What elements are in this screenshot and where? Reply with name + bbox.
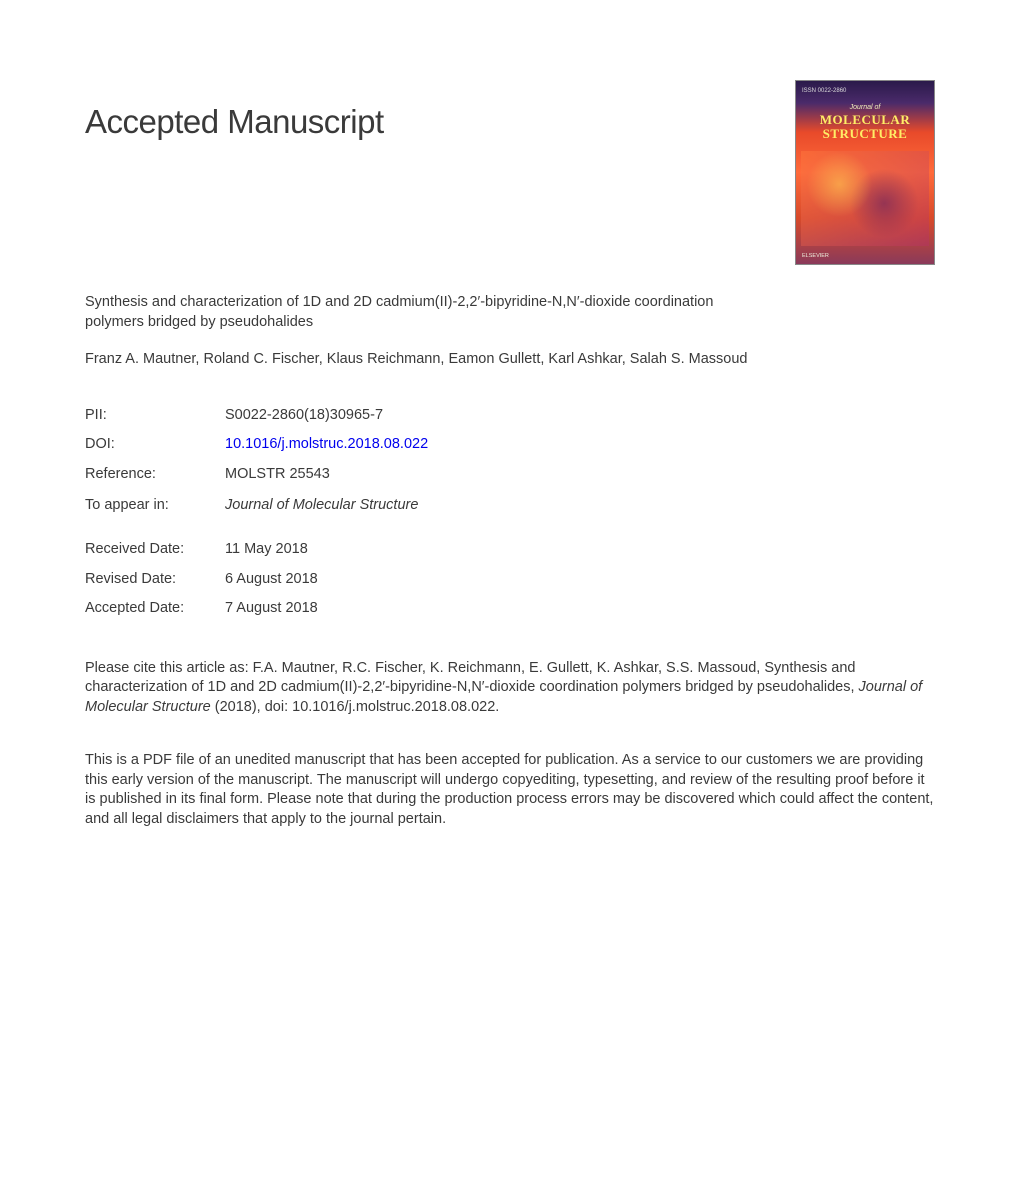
cover-artwork — [801, 151, 929, 246]
revised-row: Revised Date: 6 August 2018 — [85, 570, 935, 590]
article-title: Synthesis and characterization of 1D and… — [85, 293, 765, 332]
revised-value: 6 August 2018 — [225, 570, 318, 590]
journal-cover-thumbnail: ISSN 0022-2860 Journal of MOLECULAR STRU… — [795, 80, 935, 265]
doi-label: DOI: — [85, 435, 225, 455]
cover-publisher: ELSEVIER — [802, 253, 829, 260]
pii-row: PII: S0022-2860(18)30965-7 — [85, 406, 935, 426]
accepted-value: 7 August 2018 — [225, 599, 318, 619]
page-title: Accepted Manuscript — [85, 100, 384, 145]
reference-row: Reference: MOLSTR 25543 — [85, 465, 935, 485]
received-value: 11 May 2018 — [225, 540, 308, 560]
citation-suffix: (2018), doi: 10.1016/j.molstruc.2018.08.… — [211, 699, 500, 715]
author-list: Franz A. Mautner, Roland C. Fischer, Kla… — [85, 350, 785, 370]
metadata-block: PII: S0022-2860(18)30965-7 DOI: 10.1016/… — [85, 406, 935, 619]
received-label: Received Date: — [85, 540, 225, 560]
doi-row: DOI: 10.1016/j.molstruc.2018.08.022 — [85, 435, 935, 455]
accepted-label: Accepted Date: — [85, 599, 225, 619]
citation-prefix: Please cite this article as: F.A. Mautne… — [85, 660, 859, 696]
to-appear-value: Journal of Molecular Structure — [225, 496, 418, 516]
dates-block: Received Date: 11 May 2018 Revised Date:… — [85, 540, 935, 619]
header-row: Accepted Manuscript ISSN 0022-2860 Journ… — [85, 100, 935, 265]
pii-label: PII: — [85, 406, 225, 426]
cover-journal-title: MOLECULAR STRUCTURE — [796, 113, 934, 140]
to-appear-row: To appear in: Journal of Molecular Struc… — [85, 496, 935, 516]
doi-link[interactable]: 10.1016/j.molstruc.2018.08.022 — [225, 435, 428, 455]
reference-value: MOLSTR 25543 — [225, 465, 330, 485]
cover-issn: ISSN 0022-2860 — [802, 87, 846, 95]
pii-value: S0022-2860(18)30965-7 — [225, 406, 383, 426]
disclaimer-text: This is a PDF file of an unedited manusc… — [85, 751, 935, 829]
reference-label: Reference: — [85, 465, 225, 485]
cover-bottom-bar: ELSEVIER — [802, 253, 928, 260]
cover-top-bar: ISSN 0022-2860 — [802, 87, 928, 95]
revised-label: Revised Date: — [85, 570, 225, 590]
accepted-row: Accepted Date: 7 August 2018 — [85, 599, 935, 619]
to-appear-label: To appear in: — [85, 496, 225, 516]
citation-block: Please cite this article as: F.A. Mautne… — [85, 659, 935, 718]
received-row: Received Date: 11 May 2018 — [85, 540, 935, 560]
cover-title-line2: STRUCTURE — [823, 126, 908, 141]
